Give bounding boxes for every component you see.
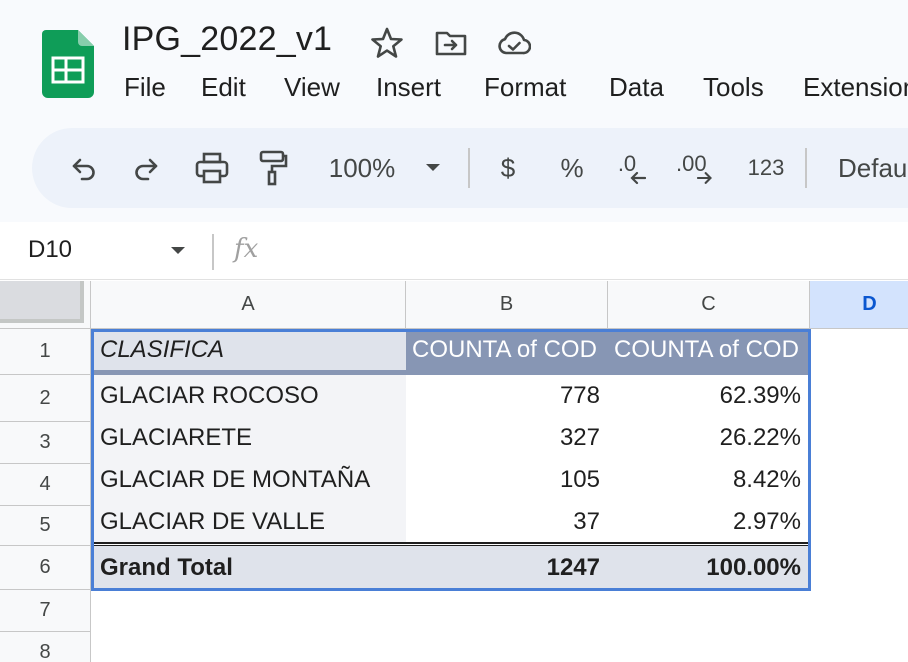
formula-bar-divider — [212, 234, 214, 270]
pivot-header-cell-a[interactable]: CLASIFICA — [92, 329, 406, 370]
paint-format-button[interactable] — [256, 148, 290, 188]
toolbar-divider — [468, 148, 470, 188]
font-family-select[interactable]: Default — [838, 152, 908, 183]
print-button[interactable] — [192, 148, 232, 188]
print-icon — [195, 152, 229, 184]
pivot-row-label[interactable]: GLACIAR DE VALLE — [92, 501, 406, 542]
pivot-header-cell-c[interactable]: COUNTA of COD — [608, 329, 809, 370]
row-header-4[interactable]: 4 — [0, 464, 91, 506]
more-formats-button[interactable]: 123 — [747, 155, 785, 180]
row-header-3[interactable]: 3 — [0, 422, 91, 464]
move-to-folder-icon[interactable] — [434, 26, 468, 60]
redo-icon — [135, 158, 158, 181]
pivot-percent-cell[interactable]: 8.42% — [608, 459, 809, 501]
grand-total-rule — [92, 542, 809, 546]
pivot-row-label[interactable]: GLACIAR DE MONTAÑA — [92, 459, 406, 501]
paint-format-icon — [259, 150, 288, 186]
row-header-6[interactable]: 6 — [0, 546, 91, 590]
grand-total-label[interactable]: Grand Total — [92, 546, 406, 589]
arrow-right-icon — [696, 172, 712, 184]
grand-total-percent[interactable]: 100.00% — [608, 546, 809, 589]
pivot-percent-cell[interactable]: 2.97% — [608, 501, 809, 542]
pivot-row-label[interactable]: GLACIARETE — [92, 417, 406, 459]
increase-decimal-label: .00 — [676, 151, 707, 176]
chevron-down-icon — [426, 164, 440, 171]
fx-icon: fx — [234, 234, 259, 264]
arrow-left-icon — [630, 171, 647, 185]
pivot-count-cell[interactable]: 327 — [406, 417, 608, 459]
sheets-logo-icon[interactable] — [42, 30, 94, 98]
zoom-dropdown-button[interactable] — [422, 148, 444, 188]
star-icon[interactable] — [370, 26, 404, 60]
menu-data[interactable]: Data — [609, 72, 664, 102]
select-all-corner[interactable] — [0, 281, 91, 329]
pivot-count-cell[interactable]: 37 — [406, 501, 608, 542]
row-header-5[interactable]: 5 — [0, 506, 91, 546]
row-header-7[interactable]: 7 — [0, 590, 91, 632]
pivot-header-cell-b[interactable]: COUNTA of COD — [406, 329, 608, 370]
document-title[interactable]: IPG_2022_v1 — [122, 20, 333, 58]
row-header-8[interactable]: 8 — [0, 632, 91, 662]
undo-icon — [72, 158, 95, 181]
decrease-decimal-label: .0 — [617, 151, 637, 176]
menu-insert[interactable]: Insert — [376, 72, 442, 102]
column-header-a[interactable]: A — [91, 281, 406, 329]
toolbar-divider — [805, 148, 807, 188]
name-box[interactable]: D10 — [28, 236, 73, 263]
menu-tools[interactable]: Tools — [703, 72, 764, 102]
pivot-header-underline — [92, 370, 809, 375]
undo-button[interactable] — [68, 148, 100, 188]
pivot-percent-cell[interactable]: 62.39% — [608, 375, 809, 417]
row-header-1[interactable]: 1 — [0, 329, 91, 375]
menu-edit[interactable]: Edit — [201, 72, 246, 102]
column-header-b[interactable]: B — [406, 281, 608, 329]
decrease-decimal-button[interactable]: .0 — [614, 148, 656, 188]
menu-format[interactable]: Format — [484, 72, 567, 102]
zoom-select[interactable]: 100% — [328, 152, 396, 183]
pivot-count-cell[interactable]: 778 — [406, 375, 608, 417]
currency-format-button[interactable]: $ — [500, 152, 516, 183]
column-header-d[interactable]: D — [810, 281, 908, 329]
menu-view[interactable]: View — [284, 72, 340, 102]
pivot-count-cell[interactable]: 105 — [406, 459, 608, 501]
redo-button[interactable] — [130, 148, 162, 188]
menu-extensions[interactable]: Extensions — [803, 72, 908, 102]
pivot-row-label[interactable]: GLACIAR ROCOSO — [92, 375, 406, 417]
app-header: IPG_2022_v1 File Edit View Insert Format… — [0, 0, 908, 222]
column-header-c[interactable]: C — [608, 281, 810, 329]
increase-decimal-button[interactable]: .00 — [676, 148, 722, 188]
toolbar: 100% $ % .0 .00 123 Default — [32, 128, 908, 208]
cloud-saved-icon[interactable] — [497, 26, 531, 60]
formula-bar: D10 fx — [0, 222, 908, 280]
row-header-2[interactable]: 2 — [0, 375, 91, 422]
pivot-percent-cell[interactable]: 26.22% — [608, 417, 809, 459]
percent-format-button[interactable]: % — [560, 152, 584, 183]
menu-file[interactable]: File — [124, 72, 166, 102]
chevron-down-icon[interactable] — [170, 246, 186, 256]
grand-total-count[interactable]: 1247 — [406, 546, 608, 589]
